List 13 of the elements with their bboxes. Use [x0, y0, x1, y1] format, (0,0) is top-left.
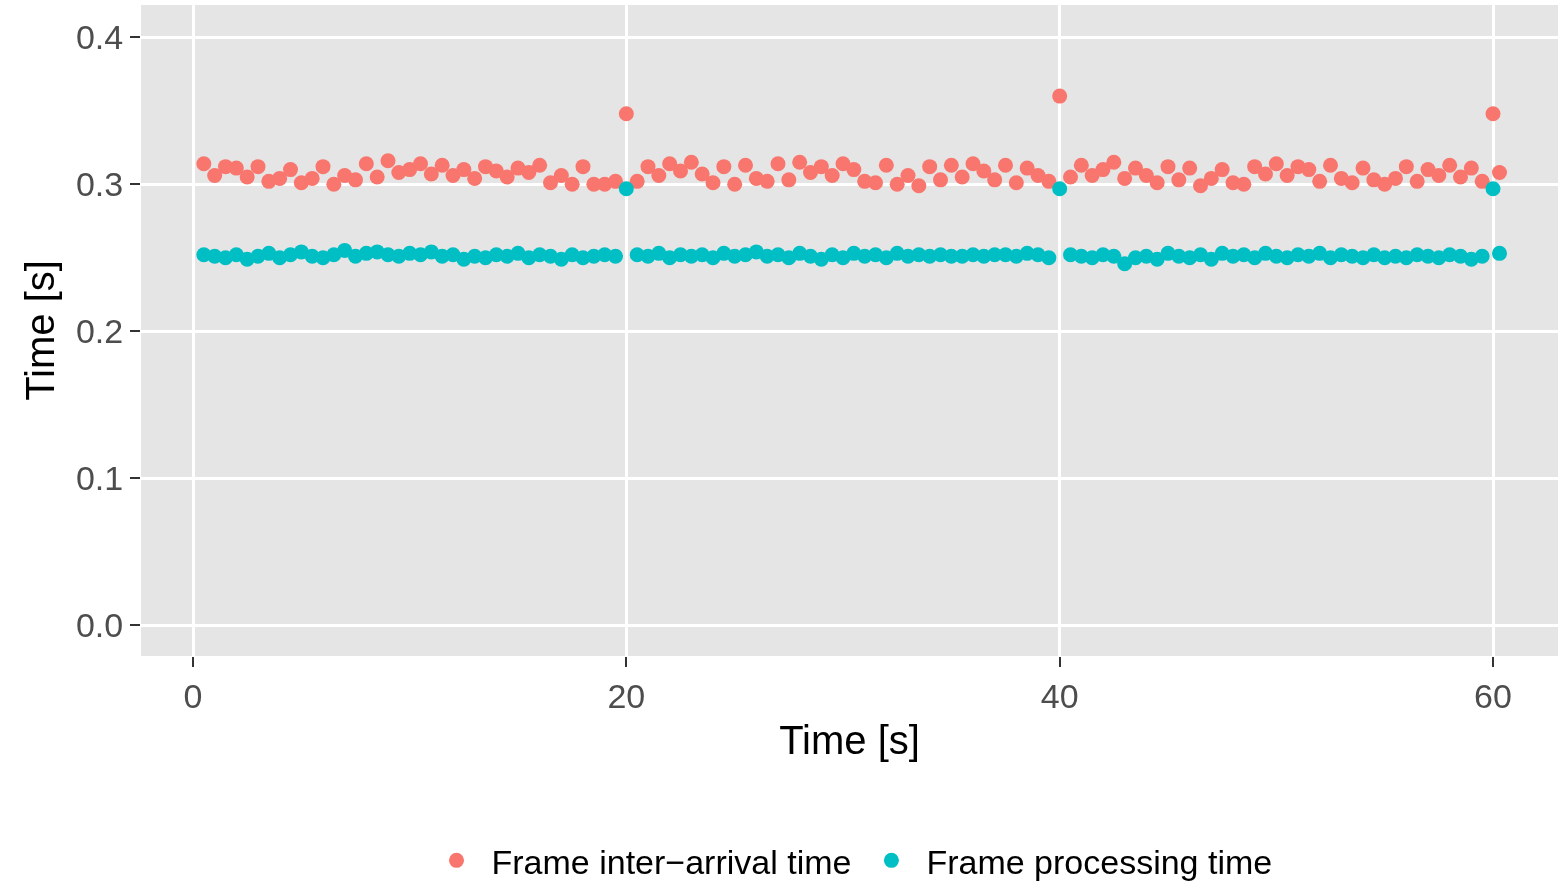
x-tick-label: 0 [183, 676, 203, 715]
y-tick-label: 0.1 [75, 459, 124, 498]
y-tick-label: 0.3 [75, 165, 124, 204]
legend-label: Frame processing time [926, 842, 1273, 881]
legend-label: Frame inter−arrival time [491, 842, 852, 881]
y-tick-label: 0.4 [75, 18, 124, 57]
x-tick-label: 20 [607, 676, 646, 715]
x-axis-title: Time [s] [779, 718, 920, 763]
x-tick-label: 60 [1474, 676, 1512, 715]
y-tick-label: 0.2 [75, 312, 124, 351]
x-tick-label: 40 [1040, 676, 1079, 715]
y-axis-title: Time [s] [18, 260, 63, 401]
y-tick-label: 0.0 [75, 606, 124, 645]
